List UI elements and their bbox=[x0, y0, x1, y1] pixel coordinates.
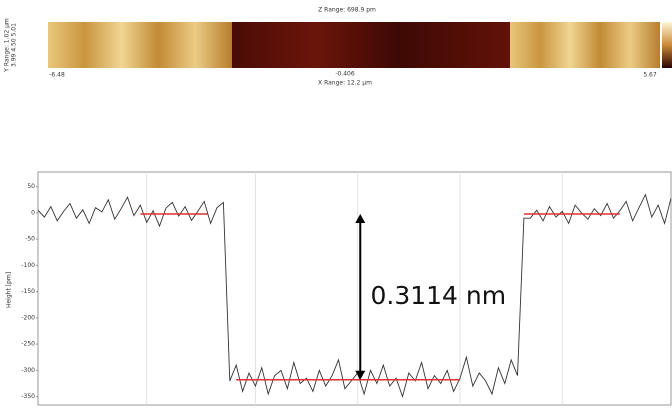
y-axis-label: Height [pm] bbox=[6, 272, 13, 308]
x-right: 5.67 bbox=[643, 72, 657, 79]
y-tick-label: 0 bbox=[31, 209, 35, 216]
y-tick-label: -350 bbox=[21, 393, 35, 400]
image-band bbox=[232, 22, 510, 68]
arrow-head bbox=[355, 214, 365, 223]
x-center: -0.406 bbox=[335, 71, 355, 78]
image-band bbox=[510, 22, 660, 68]
arrow-head bbox=[355, 371, 365, 380]
color-bar bbox=[662, 22, 672, 68]
y-ticks: 3.99 4.50 5.01 bbox=[11, 23, 18, 67]
y-tick-label: -150 bbox=[21, 288, 35, 295]
y-tick-label: -200 bbox=[21, 314, 35, 321]
x-left: -6.48 bbox=[49, 72, 65, 79]
profile-line bbox=[38, 195, 671, 397]
y-range: Y Range: 1.02 µm bbox=[4, 18, 11, 73]
y-tick-label: -50 bbox=[25, 236, 35, 243]
y-tick-label: -300 bbox=[21, 367, 35, 374]
x-range: X Range: 12.2 µm bbox=[318, 80, 372, 87]
afm-view: Z Range: 698.9 pm Y Range: 1.02 µm 3.99 … bbox=[0, 0, 672, 419]
image-band bbox=[48, 22, 232, 68]
y-tick-label: -100 bbox=[21, 262, 35, 269]
z-range: Z Range: 698.9 pm bbox=[318, 7, 376, 14]
y-tick-label: 50 bbox=[27, 183, 35, 190]
annotation: 0.3114 nm bbox=[370, 281, 506, 310]
y-tick-label: -250 bbox=[21, 341, 35, 348]
